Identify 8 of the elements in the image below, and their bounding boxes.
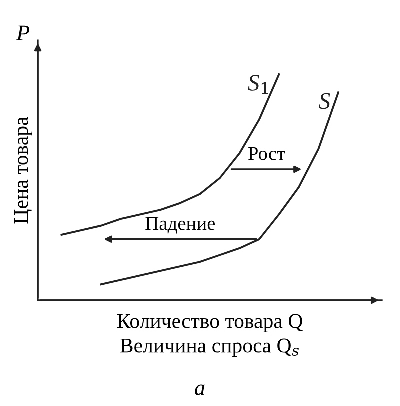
y-axis-title: Цена товара bbox=[14, 117, 32, 224]
x-axis-title: Количество товара Q Величина спроса Q$_{s}$ bbox=[117, 314, 303, 358]
series-label: S$_{1}$ bbox=[248, 75, 268, 94]
annotation: Рост bbox=[248, 147, 286, 160]
text: а bbox=[195, 384, 205, 396]
series-label: S bbox=[319, 93, 330, 110]
annotation: Падение bbox=[146, 217, 216, 234]
text: P bbox=[16, 26, 30, 40]
